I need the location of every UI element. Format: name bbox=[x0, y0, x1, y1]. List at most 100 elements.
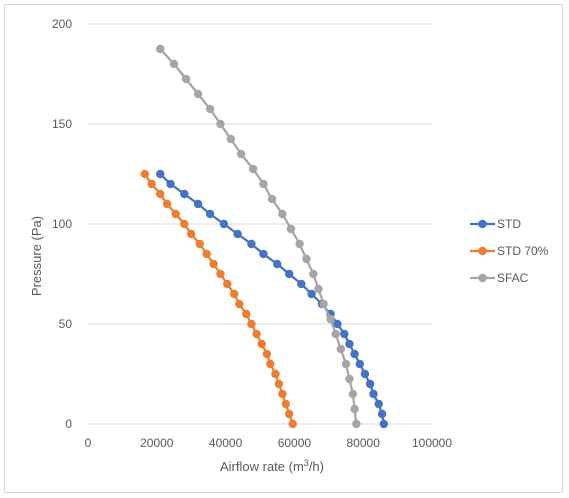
data-point bbox=[348, 389, 358, 399]
x-tick-label: 40000 bbox=[209, 436, 243, 450]
data-point bbox=[193, 199, 203, 209]
series-line bbox=[143, 173, 294, 425]
legend-label: STD 70% bbox=[497, 244, 549, 258]
data-point bbox=[247, 319, 256, 329]
data-point bbox=[345, 339, 354, 349]
data-point bbox=[223, 279, 232, 289]
legend-item: STD bbox=[470, 217, 521, 231]
x-tick-label: 80000 bbox=[347, 436, 381, 450]
legend-label: SFAC bbox=[497, 271, 529, 285]
x-tick-label: 60000 bbox=[278, 436, 312, 450]
x-axis-label-prefix: Airflow rate (m bbox=[220, 459, 304, 474]
data-point bbox=[219, 219, 229, 229]
data-point bbox=[302, 254, 311, 264]
y-tick-label: 50 bbox=[59, 317, 73, 331]
y-tick-label: 200 bbox=[52, 17, 72, 31]
data-point bbox=[309, 269, 318, 279]
series-sfac bbox=[156, 44, 361, 429]
series-std bbox=[156, 169, 389, 429]
data-point bbox=[248, 164, 258, 174]
series-layer bbox=[140, 44, 389, 429]
data-point bbox=[195, 239, 204, 249]
data-point bbox=[205, 209, 215, 219]
data-point bbox=[336, 344, 346, 354]
x-tick-label: 20000 bbox=[140, 436, 174, 450]
legend: STD STD 70% SFAC bbox=[470, 217, 549, 285]
y-axis-label: Pressure (Pa) bbox=[29, 216, 44, 296]
data-point bbox=[205, 104, 215, 114]
data-point bbox=[333, 319, 342, 329]
data-point bbox=[345, 374, 354, 384]
legend-marker bbox=[478, 219, 487, 229]
data-point bbox=[187, 229, 196, 239]
data-point bbox=[156, 189, 165, 199]
x-axis-label-suffix: /h) bbox=[309, 459, 324, 474]
x-axis-label: Airflow rate (m3/h) bbox=[220, 458, 324, 474]
data-point bbox=[350, 404, 359, 414]
data-point bbox=[193, 89, 203, 99]
data-point bbox=[273, 259, 282, 269]
data-point bbox=[169, 59, 179, 69]
legend-item: STD 70% bbox=[470, 244, 549, 258]
data-point bbox=[340, 329, 349, 339]
x-tick-label: 100000 bbox=[412, 436, 452, 450]
y-tick-label: 150 bbox=[52, 117, 72, 131]
data-point bbox=[235, 299, 244, 309]
data-point bbox=[314, 284, 323, 294]
data-point bbox=[379, 419, 389, 429]
data-point bbox=[350, 349, 359, 359]
data-point bbox=[285, 409, 294, 419]
data-point bbox=[252, 329, 261, 339]
data-point bbox=[262, 349, 272, 359]
data-point bbox=[281, 399, 290, 409]
data-point bbox=[326, 314, 335, 324]
data-point bbox=[171, 209, 180, 219]
data-point bbox=[259, 179, 268, 189]
data-point bbox=[365, 379, 375, 389]
data-point bbox=[297, 279, 306, 289]
data-point bbox=[140, 169, 149, 179]
data-point bbox=[147, 179, 156, 189]
data-point bbox=[226, 134, 235, 144]
data-point bbox=[267, 194, 277, 204]
data-point bbox=[156, 44, 165, 54]
data-point bbox=[180, 219, 189, 229]
data-point bbox=[377, 409, 387, 419]
data-point bbox=[319, 299, 328, 309]
data-point bbox=[202, 249, 211, 259]
data-point bbox=[257, 339, 266, 349]
legend-marker bbox=[478, 246, 487, 256]
gridlines bbox=[88, 23, 432, 425]
data-point bbox=[271, 369, 280, 379]
data-point bbox=[286, 224, 296, 234]
data-point bbox=[180, 189, 189, 199]
data-point bbox=[166, 179, 175, 189]
data-point bbox=[352, 419, 361, 429]
data-point bbox=[285, 269, 294, 279]
data-point bbox=[374, 399, 383, 409]
x-axis-label-superscript: 3 bbox=[304, 458, 309, 468]
data-point bbox=[233, 229, 242, 239]
data-point bbox=[162, 199, 172, 209]
y-tick-labels: 0 50 100 150 200 bbox=[52, 17, 72, 431]
data-point bbox=[295, 239, 304, 249]
chart-frame bbox=[4, 4, 563, 493]
data-point bbox=[266, 359, 275, 369]
data-point bbox=[369, 389, 378, 399]
y-tick-label: 0 bbox=[65, 417, 72, 431]
data-point bbox=[236, 149, 246, 159]
data-point bbox=[242, 309, 251, 319]
data-point bbox=[209, 259, 218, 269]
x-tick-label: 0 bbox=[85, 436, 92, 450]
data-point bbox=[307, 289, 316, 299]
data-point bbox=[181, 74, 191, 84]
data-point bbox=[360, 369, 370, 379]
series-std-70- bbox=[140, 169, 297, 429]
data-point bbox=[331, 329, 340, 339]
data-point bbox=[259, 249, 268, 259]
data-point bbox=[274, 379, 284, 389]
legend-marker bbox=[478, 273, 487, 283]
data-point bbox=[216, 119, 225, 129]
data-point bbox=[278, 389, 287, 399]
